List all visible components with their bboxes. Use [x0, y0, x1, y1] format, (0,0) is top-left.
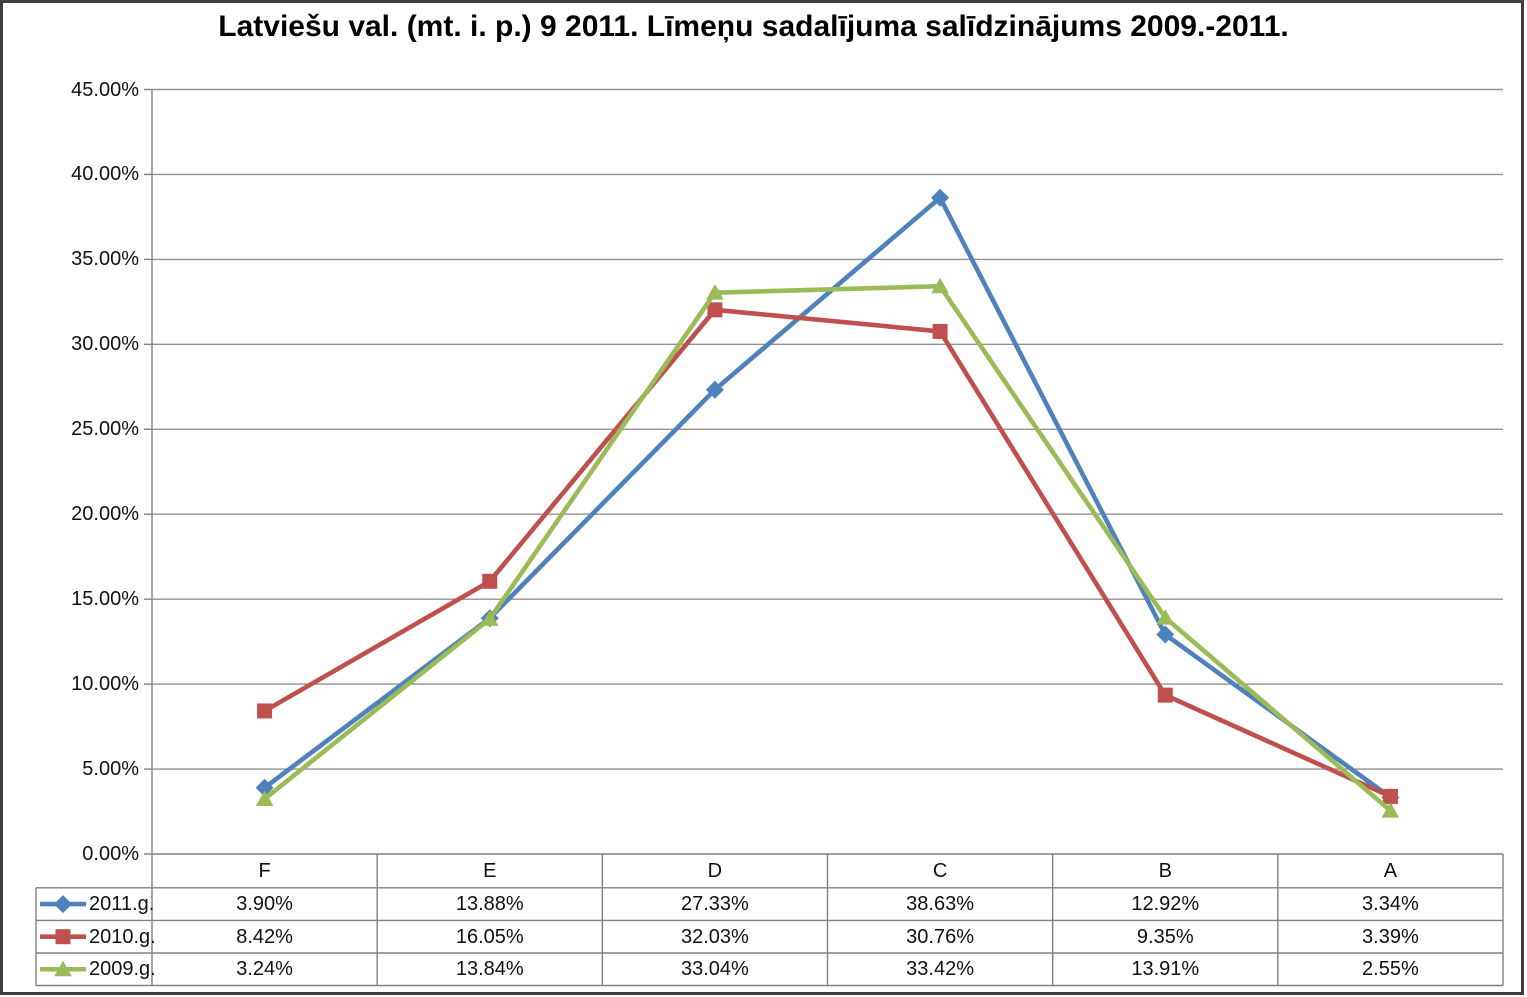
series-marker-diamond[interactable] [931, 188, 950, 207]
y-axis-tick-label: 40.00% [71, 163, 139, 186]
table-value-cell: 38.63% [906, 893, 974, 916]
x-category-header: D [707, 859, 723, 882]
series-line-2009g[interactable] [262, 283, 1393, 813]
table-value-cell: 2.55% [1362, 958, 1419, 981]
series-marker-diamond[interactable] [255, 778, 274, 797]
x-category-header: A [1383, 859, 1398, 882]
y-axis-tick-label: 5.00% [82, 758, 139, 781]
chart-title[interactable]: Latviešu val. (mt. i. p.) 9 2011. Līmeņu… [218, 10, 1289, 43]
series-marker-triangle[interactable] [480, 610, 499, 626]
table-value-cell: 3.24% [236, 958, 293, 981]
series-marker-square[interactable] [1382, 788, 1398, 804]
legend-key-marker[interactable] [54, 895, 72, 914]
y-axis-tick-label: 35.00% [71, 248, 139, 271]
y-axis-tick-label: 45.00% [71, 78, 139, 101]
y-axis-tick-label: 20.00% [71, 503, 139, 526]
table-value-cell: 16.05% [455, 925, 524, 948]
table-value-cell: 8.42% [236, 925, 293, 948]
legend-key-marker[interactable] [55, 929, 71, 945]
y-axis-tick-label: 15.00% [71, 588, 139, 611]
series-marker-square[interactable] [707, 302, 723, 318]
series-marker-diamond[interactable] [705, 380, 724, 399]
y-axis-tick-label: 25.00% [71, 418, 139, 441]
series-marker-square[interactable] [482, 573, 498, 589]
table-value-cell: 32.03% [680, 925, 749, 948]
table-value-cell: 13.91% [1131, 958, 1200, 981]
x-category-header: C [932, 859, 948, 882]
table-value-cell: 3.90% [236, 893, 293, 916]
table-value-cell: 9.35% [1136, 925, 1194, 948]
series-marker-triangle[interactable] [255, 790, 274, 806]
y-axis-tick-label: 0.00% [82, 843, 139, 865]
table-value-cell: 3.39% [1362, 925, 1419, 948]
series-marker-square[interactable] [1157, 687, 1173, 703]
table-value-cell: 27.33% [680, 893, 749, 916]
series-line-2010g[interactable] [262, 307, 1393, 799]
series-marker-triangle[interactable] [1381, 802, 1400, 818]
y-axis-tick-label: 30.00% [71, 333, 139, 356]
x-category-header: E [483, 859, 497, 882]
series-marker-square[interactable] [932, 323, 948, 339]
table-value-cell: 30.76% [906, 925, 974, 948]
table-value-cell: 3.34% [1362, 893, 1419, 916]
series-marker-triangle[interactable] [706, 284, 724, 300]
legend-key-marker[interactable] [54, 960, 72, 977]
legend-series-label: 2009.g. [89, 958, 156, 981]
table-value-cell: 13.88% [455, 893, 524, 916]
table-value-cell: 13.84% [455, 958, 524, 981]
table-value-cell: 33.04% [680, 958, 749, 981]
series-marker-triangle[interactable] [1156, 609, 1175, 625]
table-value-cell: 12.92% [1131, 893, 1200, 916]
series-marker-diamond[interactable] [1156, 625, 1175, 644]
legend-series-label: 2011.g. [89, 893, 155, 916]
series-marker-square[interactable] [257, 703, 273, 719]
y-axis-tick-label: 10.00% [71, 673, 139, 696]
table-value-cell: 33.42% [906, 958, 974, 981]
x-category-header: B [1158, 859, 1172, 882]
series-marker-triangle[interactable] [931, 277, 949, 294]
legend-series-label: 2010.g. [89, 925, 156, 948]
x-category-header: F [258, 859, 271, 882]
